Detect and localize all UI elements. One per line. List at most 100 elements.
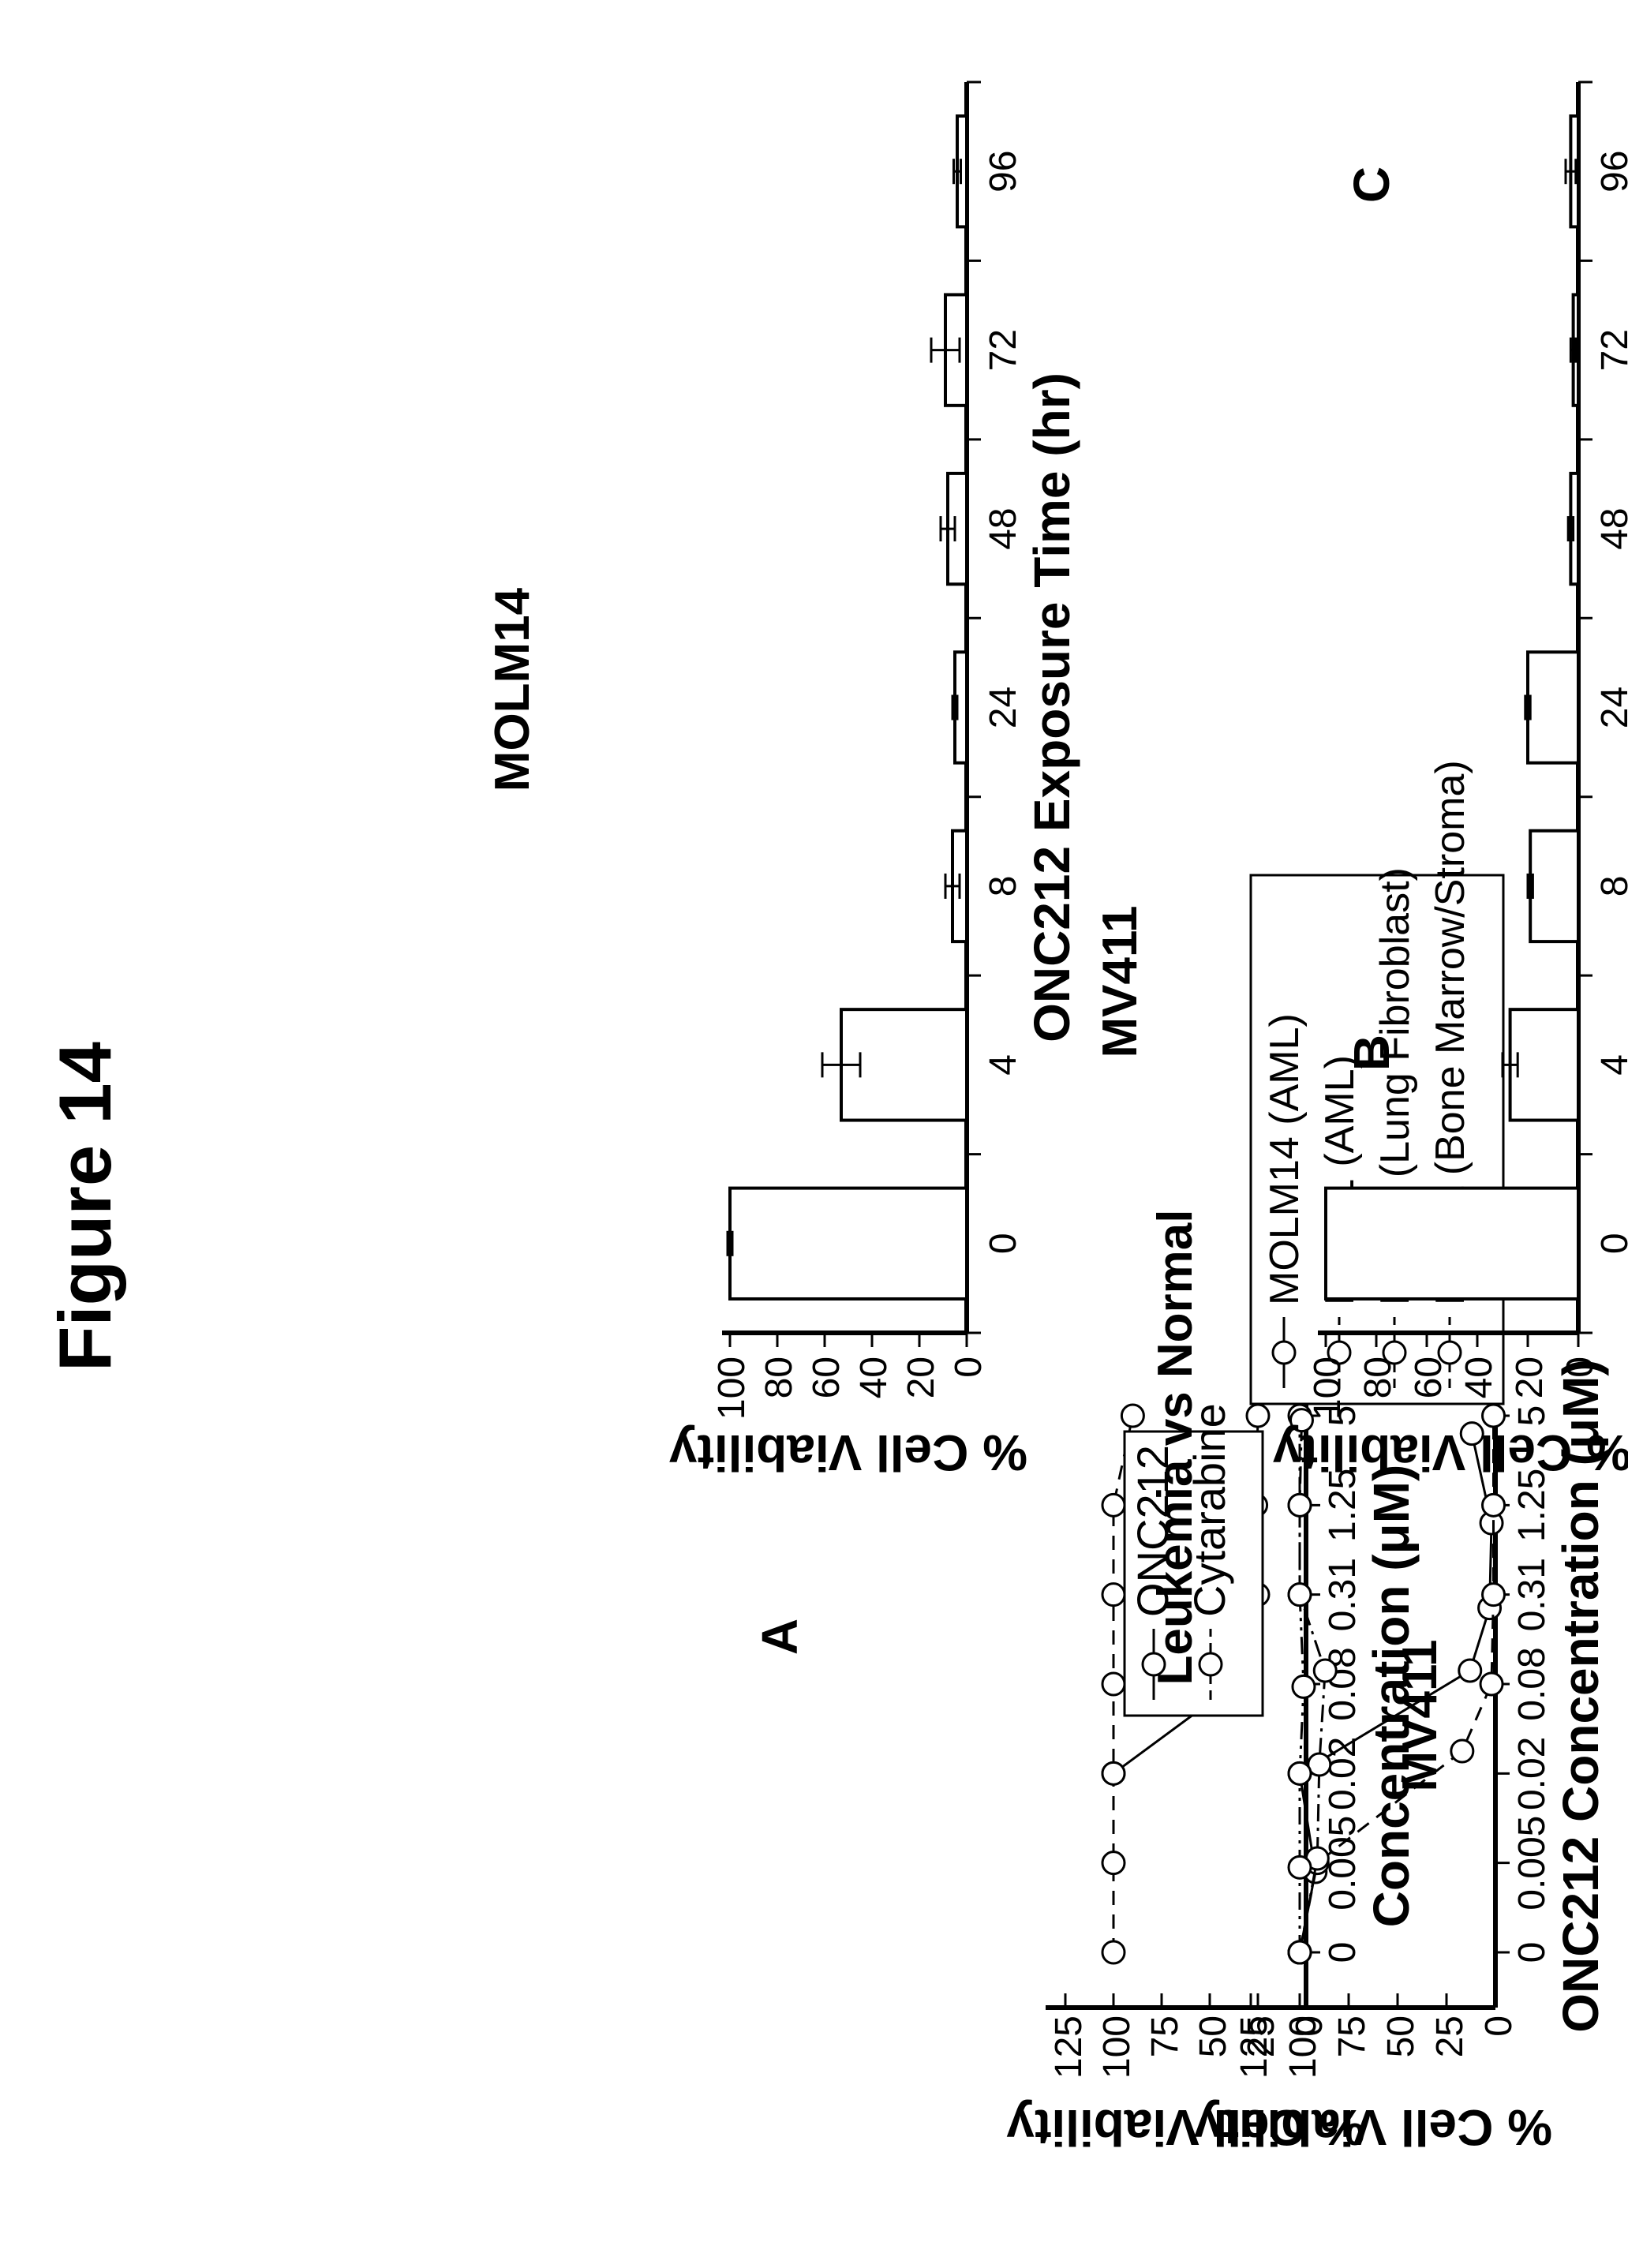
y-tick-label: 0 <box>1289 2015 1330 2037</box>
x-tick-label: 72 <box>1594 329 1628 371</box>
data-point <box>1307 1752 1332 1777</box>
y-axis-label: % Cell Viability <box>669 1424 1028 1481</box>
bar <box>1529 829 1580 944</box>
y-axis-label: % Cell Viability <box>1194 2099 1553 2156</box>
legend-label: Cytarabine <box>1185 1403 1234 1617</box>
data-point <box>1450 1738 1475 1764</box>
data-point <box>1101 1761 1126 1786</box>
x-tick-label: 24 <box>1594 687 1628 728</box>
x-tick-label: 0.08 <box>1511 1647 1553 1720</box>
y-tick-label: 60 <box>1408 1357 1450 1398</box>
data-point <box>1101 1851 1126 1876</box>
data-point <box>1287 1761 1312 1786</box>
x-tick-label: 24 <box>982 687 1024 728</box>
data-point <box>1459 1421 1484 1447</box>
data-point <box>1101 1671 1126 1697</box>
bar <box>728 1186 968 1301</box>
data-point <box>1481 1582 1506 1607</box>
x-tick-label: 1.25 <box>1511 1469 1553 1542</box>
legend-marker <box>1437 1340 1462 1365</box>
data-point <box>1312 1658 1338 1683</box>
y-tick-label: 40 <box>1458 1357 1500 1398</box>
x-axis-label: ONC212 Exposure Time (hr) <box>1024 372 1080 1042</box>
x-tick-label: 96 <box>1594 151 1628 193</box>
data-point <box>1287 1940 1312 1965</box>
y-axis-label: % Cell Viability <box>1006 2099 1365 2156</box>
panel-letter-b: B <box>1343 1035 1400 1071</box>
legend-marker <box>1382 1340 1407 1365</box>
x-axis-label: ONC212 Concentration (μM) <box>1552 1359 1609 2032</box>
x-tick-label: 48 <box>1594 507 1628 549</box>
y-tick-label: 125 <box>1048 2015 1090 2079</box>
x-tick-label: 0.08 <box>1322 1647 1364 1720</box>
legend-marker <box>1198 1652 1223 1677</box>
x-tick-label: 0 <box>1594 1233 1628 1254</box>
x-tick-label: 8 <box>1594 876 1628 897</box>
y-tick-label: 100 <box>711 1357 753 1420</box>
data-point <box>1120 1403 1145 1428</box>
y-tick-label: 75 <box>1144 2015 1186 2057</box>
data-point <box>1479 1671 1504 1697</box>
legend-marker <box>1271 1340 1297 1365</box>
x-axis-label: Concentration (μM) <box>1363 1465 1420 1928</box>
figure-title: Figure 14 <box>43 1042 126 1372</box>
x-tick-label: 96 <box>982 151 1024 193</box>
x-tick-label: 1.25 <box>1322 1469 1364 1542</box>
x-tick-label: 4 <box>982 1054 1024 1076</box>
legend-label: MOLM14 (AML) <box>1262 1013 1308 1305</box>
legend-marker <box>1141 1652 1166 1677</box>
data-point <box>1101 1582 1126 1607</box>
y-axis-label: % Cell Viability <box>1273 1424 1628 1481</box>
data-point <box>1101 1492 1126 1518</box>
panel-letter-c: C <box>1343 167 1400 203</box>
y-tick-label: 25 <box>1429 2015 1471 2057</box>
chart-title: MV411 <box>1093 905 1147 1057</box>
y-tick-label: 75 <box>1331 2015 1373 2057</box>
x-tick-label: 48 <box>982 507 1024 549</box>
y-tick-label: 80 <box>1357 1357 1399 1398</box>
x-tick-label: 0 <box>1511 1942 1553 1963</box>
y-tick-label: 50 <box>1380 2015 1422 2057</box>
y-tick-label: 0 <box>1559 1357 1601 1378</box>
data-point <box>1287 1492 1312 1518</box>
chart-title: MV411 <box>1393 1639 1447 1791</box>
y-tick-label: 25 <box>1241 2015 1282 2057</box>
data-point <box>1287 1582 1312 1607</box>
x-tick-label: 0.31 <box>1322 1558 1364 1631</box>
chart-mv411-concentration: 025507510012500.0050.020.080.311.255Conc… <box>1006 1384 1447 2156</box>
data-point <box>1101 1940 1126 1965</box>
bar <box>1324 1186 1580 1301</box>
x-tick-label: 0 <box>1322 1942 1364 1963</box>
data-point <box>1458 1658 1483 1683</box>
y-tick-label: 0 <box>948 1357 990 1378</box>
x-tick-label: 0.31 <box>1511 1558 1553 1631</box>
data-point <box>1289 1408 1314 1433</box>
y-tick-label: 100 <box>1282 2015 1324 2079</box>
y-tick-label: 0 <box>1478 2015 1520 2037</box>
y-tick-label: 60 <box>806 1357 848 1398</box>
y-tick-label: 100 <box>1096 2015 1138 2079</box>
x-tick-label: 0.005 <box>1511 1816 1553 1911</box>
x-tick-label: 5 <box>1511 1405 1553 1427</box>
legend-marker <box>1327 1340 1352 1365</box>
y-tick-label: 20 <box>1509 1357 1551 1398</box>
data-point <box>1245 1403 1271 1428</box>
x-tick-label: 0.02 <box>1511 1737 1553 1810</box>
x-tick-label: 8 <box>982 876 1024 897</box>
x-tick-label: 0 <box>982 1233 1024 1254</box>
x-tick-label: 4 <box>1594 1054 1628 1076</box>
data-point <box>1481 1492 1506 1518</box>
y-tick-label: 40 <box>853 1357 895 1398</box>
chart-title: MOLM14 <box>485 587 540 792</box>
x-tick-label: 5 <box>1322 1405 1364 1427</box>
bar <box>1508 1008 1580 1122</box>
data-point <box>1287 1854 1312 1880</box>
legend-label: ONC212 <box>1128 1445 1177 1617</box>
y-tick-label: 20 <box>900 1357 942 1398</box>
x-tick-label: 0.02 <box>1322 1737 1364 1810</box>
data-point <box>1291 1674 1316 1699</box>
data-point <box>1481 1403 1506 1428</box>
